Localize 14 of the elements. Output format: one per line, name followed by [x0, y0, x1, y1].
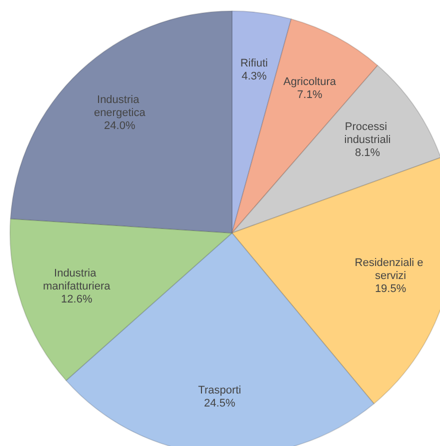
slice-label: Processi industriali	[344, 121, 391, 146]
data-label: 24.0%	[104, 120, 136, 132]
slice-label: Rifiuti	[240, 58, 268, 70]
data-label: 4.3%	[242, 70, 267, 83]
slice-label: Residenziali e servizi	[354, 257, 426, 282]
data-label: 12.6%	[61, 293, 92, 306]
slice-label: Trasporti	[198, 384, 242, 396]
slice-label: Industria energetica	[94, 94, 146, 120]
data-label: 7.1%	[297, 88, 322, 101]
data-label: 8.1%	[354, 147, 380, 160]
slice-label: Industria manifatturiera	[43, 267, 112, 292]
data-label: 24.5%	[204, 397, 236, 410]
slice-label: Agricoltura	[283, 76, 337, 88]
data-label: 19.5%	[374, 283, 406, 296]
